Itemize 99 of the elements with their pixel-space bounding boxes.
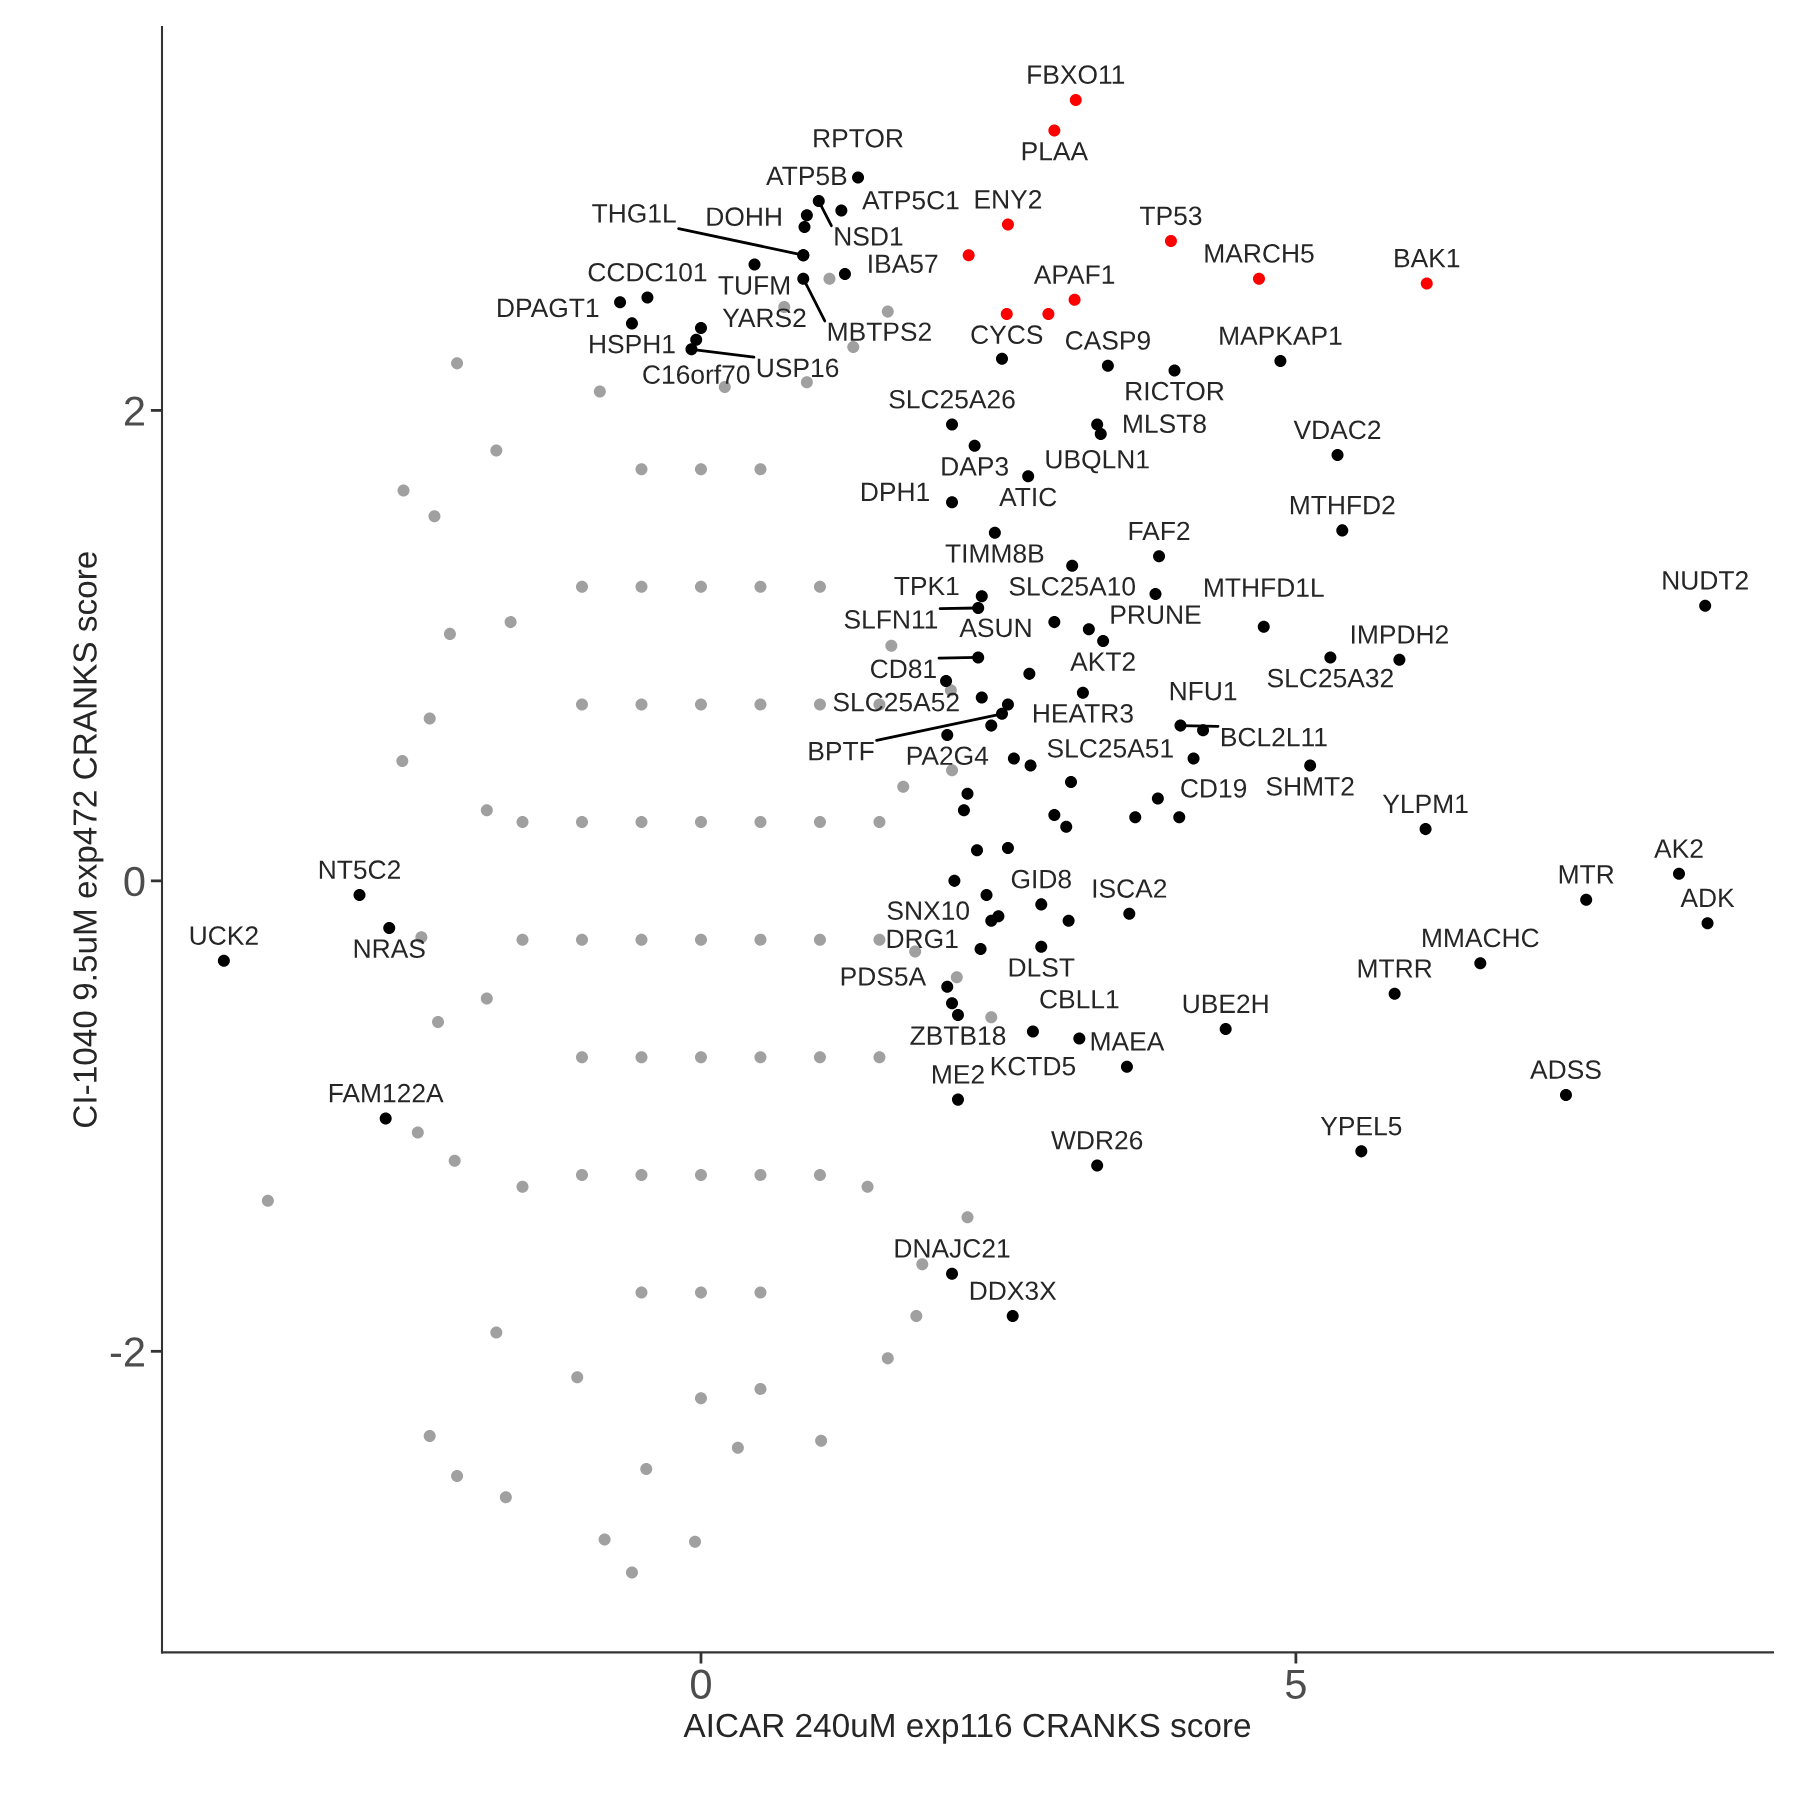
data-label: CBLL1: [1040, 989, 1119, 1009]
y-tick-label: -2: [110, 1337, 144, 1367]
data-label: DDX3X: [970, 1281, 1057, 1301]
point: [1048, 124, 1061, 137]
point: [1252, 272, 1266, 285]
data-label: KCTD5: [991, 1056, 1076, 1076]
data-label: SLFN11: [844, 610, 938, 629]
y-tick-label: 0: [124, 866, 145, 897]
data-label: CCDC101: [588, 262, 707, 282]
data-label: DPH1: [862, 482, 929, 502]
y-axis-title: CI-1040 9.5uM exp472 CRANKS score: [73, 552, 104, 1128]
data-label: SLC25A51: [1047, 738, 1173, 758]
data-label: BCL2L11: [1222, 727, 1327, 747]
data-label: IMPDH2: [1351, 625, 1448, 644]
y-tick-label: 2: [124, 396, 144, 426]
data-label: TUFM: [718, 276, 789, 295]
data-label: ATP5B: [766, 166, 847, 186]
data-label: DOHH: [707, 207, 781, 227]
data-label: AKT2: [1070, 652, 1135, 671]
data-label: SHMT2: [1266, 777, 1354, 796]
data-label: ME2: [933, 1065, 984, 1084]
data-label: MTHFD1L: [1205, 578, 1324, 597]
data-label: AK2: [1654, 839, 1703, 858]
point: [1042, 307, 1055, 320]
data-label: MAEA: [1091, 1032, 1165, 1051]
data-label: RICTOR: [1126, 381, 1224, 401]
data-label: PRUNE: [1111, 605, 1201, 624]
data-label: USP16: [757, 358, 839, 378]
data-label: TPK1: [894, 576, 959, 596]
data-label: WDR26: [1051, 1130, 1143, 1150]
data-label: MAPKAP1: [1220, 326, 1342, 345]
data-label: HEATR3: [1033, 704, 1133, 723]
data-label: ATP5C1: [862, 190, 959, 210]
data-label: NSD1: [835, 227, 903, 246]
data-label: SLC25A52: [833, 692, 959, 712]
data-label: TIMM8B: [945, 544, 1044, 563]
data-label: DLST: [1009, 958, 1075, 977]
data-label: MTR: [1559, 865, 1614, 884]
data-label: NUDT2: [1663, 571, 1748, 590]
data-label: MLST8: [1124, 414, 1206, 434]
data-label: NFU1: [1170, 681, 1237, 701]
data-label: C16orf70: [643, 364, 750, 384]
point: [1000, 307, 1013, 320]
data-label: APAF1: [1033, 265, 1115, 284]
data-label: MMACHC: [1423, 928, 1539, 948]
data-label: SLC25A32: [1267, 668, 1393, 688]
point: [962, 249, 975, 262]
data-label: ATIC: [999, 487, 1057, 507]
data-label: DNAJC21: [895, 1239, 1010, 1258]
data-label: BAK1: [1395, 249, 1460, 268]
data-label: MTHFD2: [1290, 495, 1395, 515]
data-label: DRG1: [887, 929, 958, 949]
data-label: FBXO11: [1028, 65, 1125, 84]
data-label: MBTPS2: [828, 322, 931, 342]
point: [1164, 235, 1177, 248]
point: [1068, 293, 1081, 306]
data-label: BPTF: [809, 742, 874, 761]
data-label: MTRR: [1358, 959, 1432, 978]
data-label: MARCH5: [1205, 244, 1314, 263]
data-label: NRAS: [354, 939, 425, 958]
data-label: UBE2H: [1183, 994, 1268, 1014]
data-label: NT5C2: [319, 860, 400, 880]
data-label: DAP3: [942, 457, 1008, 476]
point: [1420, 277, 1433, 290]
point: [1069, 93, 1082, 106]
x-axis-title: AICAR 240uM exp116 CRANKS score: [683, 1713, 1251, 1744]
point: [1001, 218, 1014, 231]
data-label: ADSS: [1530, 1060, 1601, 1079]
data-label: RPTOR: [814, 128, 903, 148]
data-label: VDAC2: [1293, 420, 1381, 440]
data-label: ADK: [1680, 888, 1735, 908]
data-label: CD81: [870, 659, 936, 679]
data-label: CASP9: [1065, 331, 1150, 350]
data-label: YPEL5: [1320, 1117, 1402, 1136]
data-label: UBQLN1: [1046, 449, 1149, 474]
data-label: CYCS: [971, 325, 1043, 345]
data-label: PA2G4: [907, 746, 989, 766]
data-label: YLPM1: [1382, 794, 1468, 813]
data-label: SLC25A10: [1009, 577, 1135, 596]
data-label: ENY2: [975, 189, 1042, 209]
data-label: PLAA: [1022, 142, 1089, 161]
data-label: FAM122A: [329, 1083, 444, 1103]
data-label: SNX10: [887, 901, 969, 920]
data-label: DPAGT1: [498, 298, 599, 318]
data-label: FAF2: [1129, 521, 1190, 541]
data-label: UCK2: [190, 926, 258, 945]
data-label: CD19: [1181, 778, 1247, 798]
data-label: ASUN: [959, 618, 1031, 638]
data-label: PDS5A: [841, 967, 927, 986]
data-label: GID8: [1011, 869, 1071, 889]
data-label: YARS2: [722, 308, 806, 328]
data-label: TP53: [1140, 206, 1202, 226]
data-label: HSPH1: [590, 334, 675, 354]
x-tick-label: 5: [1285, 1669, 1306, 1699]
data-label: THG1L: [592, 203, 676, 223]
data-label: SLC25A26: [889, 389, 1015, 409]
data-label: ZBTB18: [910, 1026, 1006, 1046]
data-label: IBA57: [869, 254, 938, 274]
data-label: ISCA2: [1093, 879, 1167, 898]
